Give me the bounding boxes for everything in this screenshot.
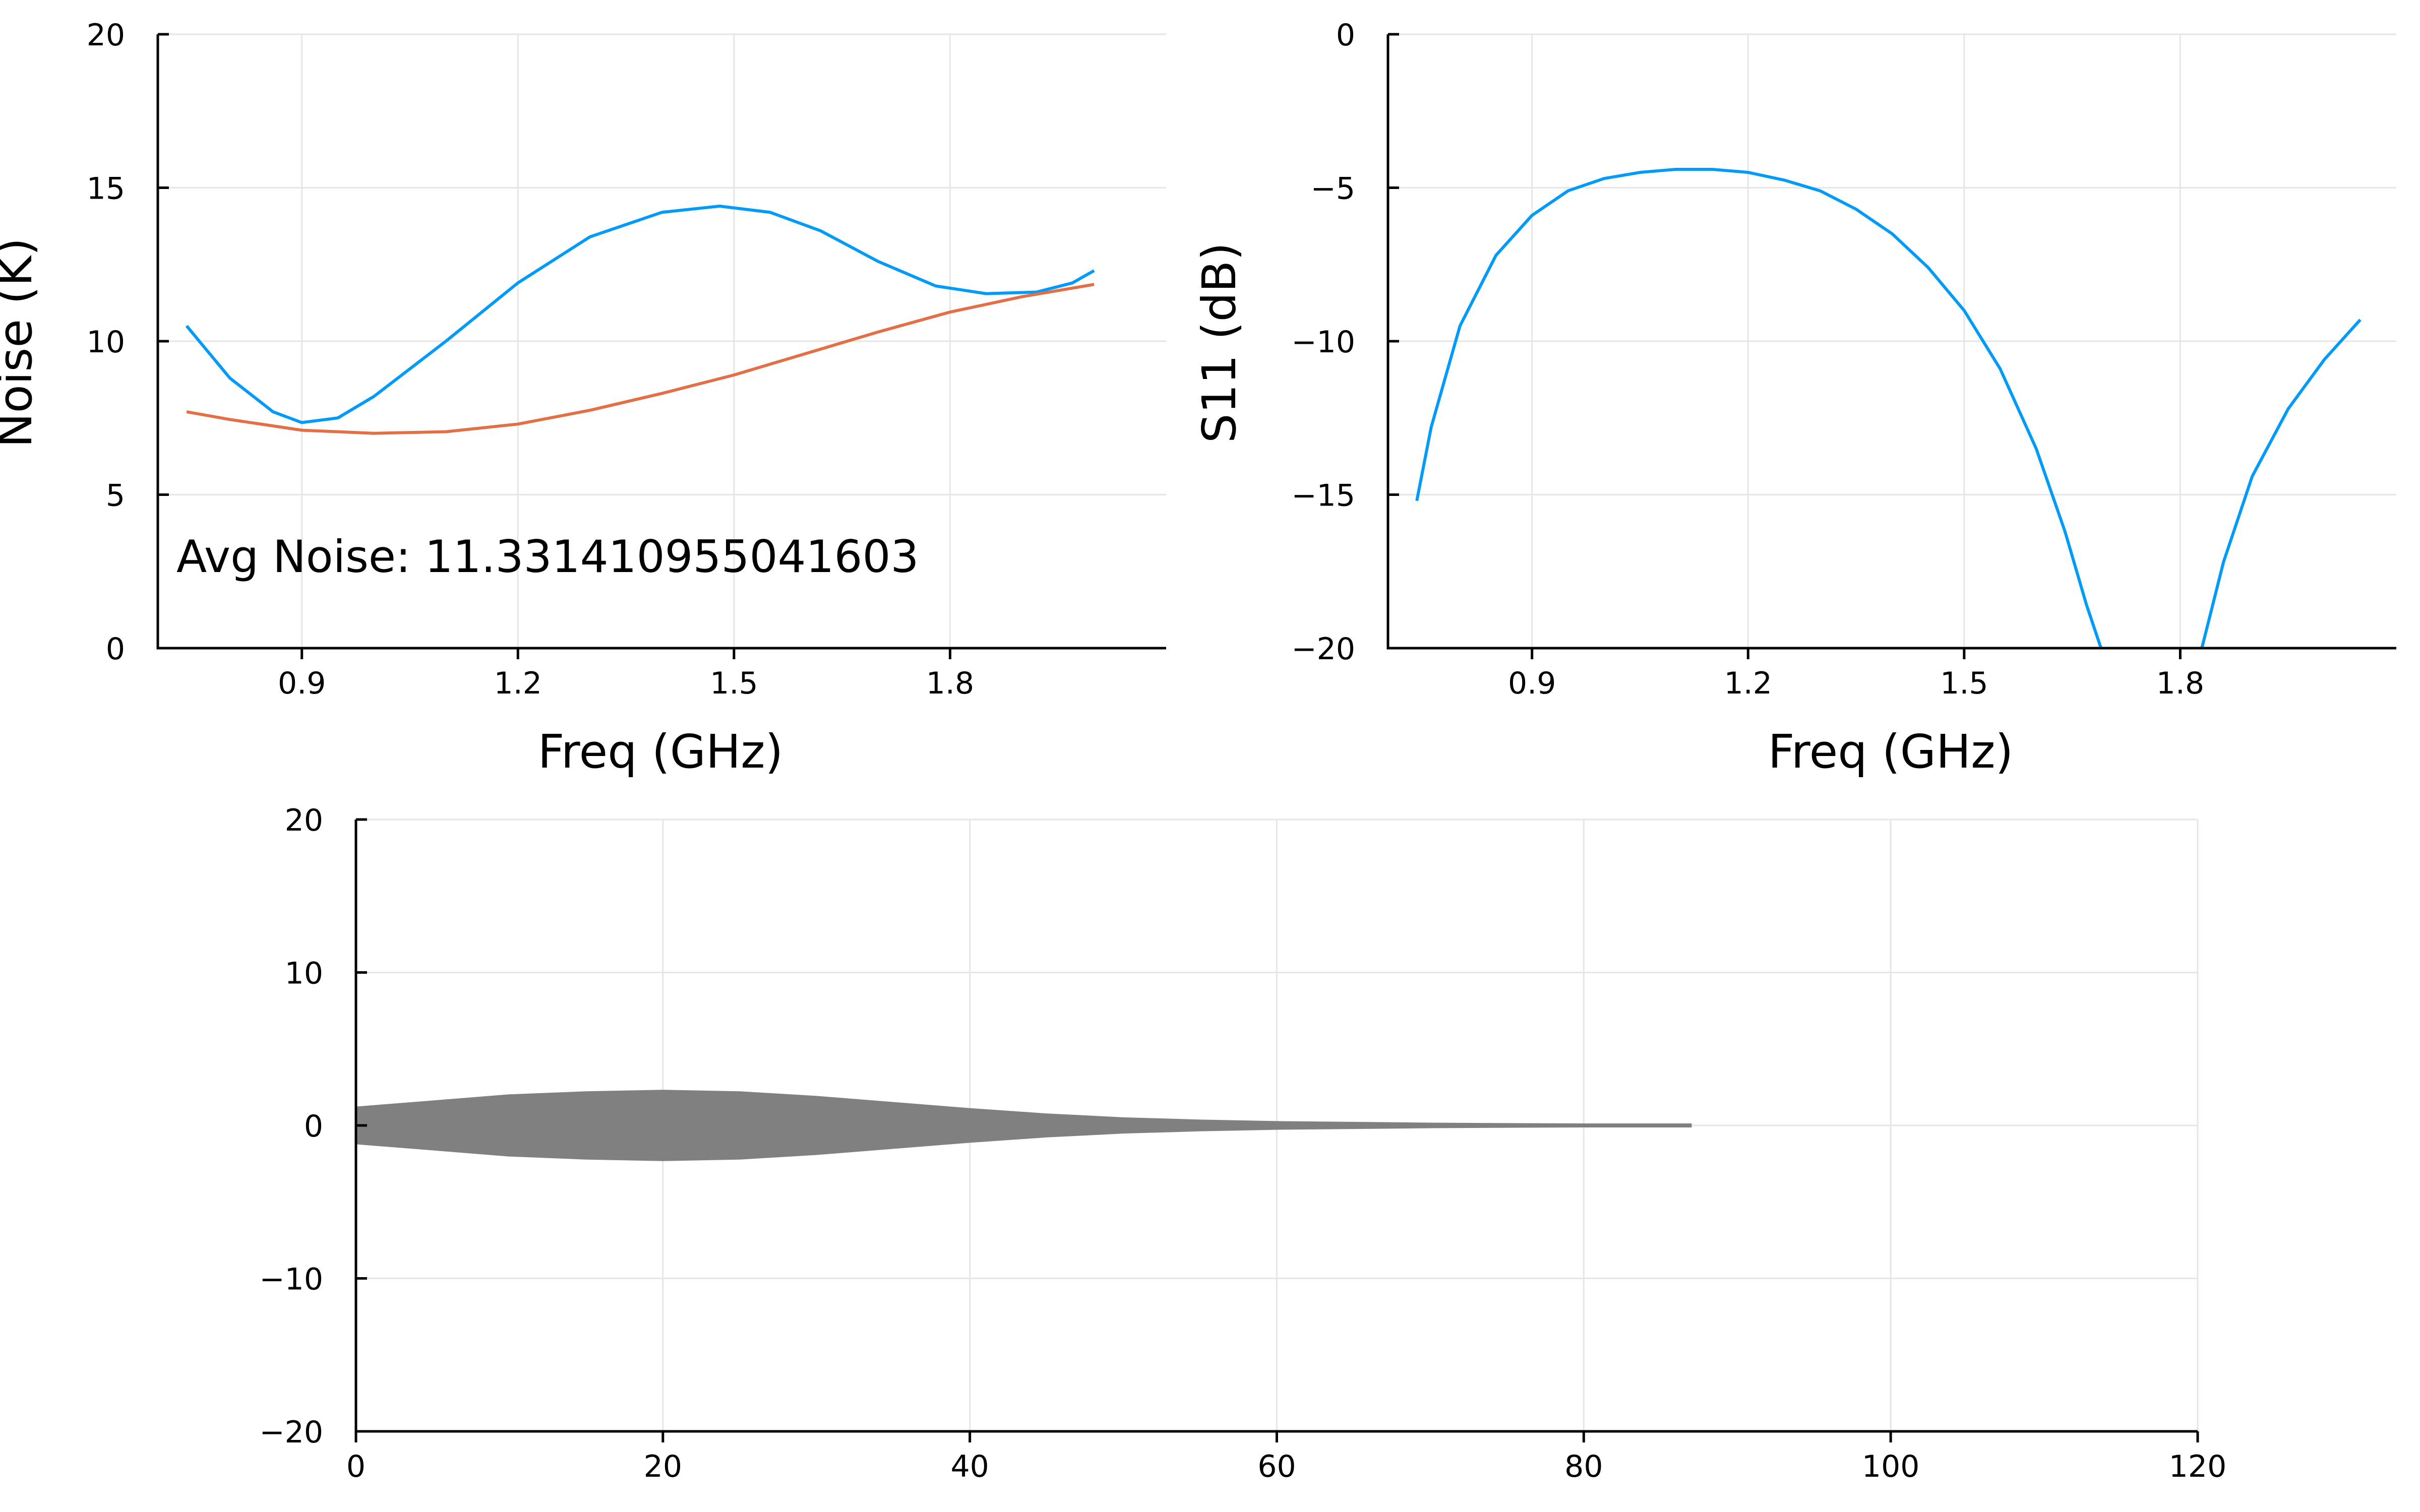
y-tick-label: −5 — [1311, 171, 1355, 207]
noise-chart: 0.9 1.2 1.5 1.8 0 5 10 15 20 Avg Noise: 11.33141… — [0, 18, 1166, 779]
x-tick-label: 1.5 — [1940, 666, 1988, 701]
waveform-envelope — [355, 1090, 1692, 1161]
waveform-chart: 0 20 40 60 80 100 120 −20 −10 0 10 20 — [259, 803, 2226, 1484]
x-tick-label: 80 — [1564, 1449, 1603, 1484]
x-tick-label: 1.2 — [1724, 666, 1772, 701]
noise-y-axis-label: Noise (K) — [0, 238, 42, 448]
y-tick-label: 15 — [87, 171, 125, 207]
axis-spine — [354, 820, 2198, 1433]
x-tick-label: 1.5 — [710, 666, 758, 701]
x-tick-label: 0.9 — [278, 666, 326, 701]
y-tick-label: 20 — [87, 18, 125, 53]
x-tick-label: 100 — [1862, 1449, 1920, 1484]
y-tick-label: 0 — [304, 1109, 323, 1144]
y-tick-label: 10 — [87, 325, 125, 360]
x-tick-label: 40 — [950, 1449, 989, 1484]
y-tick-label: −10 — [1291, 325, 1355, 360]
axis-spine — [1386, 34, 2396, 650]
s11-y-axis-label: S11 (dB) — [1192, 242, 1246, 443]
x-tick-label: 60 — [1257, 1449, 1296, 1484]
y-tick-label: −10 — [259, 1262, 323, 1297]
series-line-1-0 — [186, 283, 1095, 435]
x-tick-label: 1.8 — [2156, 666, 2204, 701]
y-tick-label: 0 — [1336, 18, 1355, 53]
y-tick-label: 10 — [285, 956, 323, 991]
x-tick-label: 0 — [346, 1449, 366, 1484]
series-line-0-1 — [2200, 319, 2362, 649]
y-tick-label: 20 — [285, 803, 323, 838]
y-tick-label: −20 — [1291, 632, 1355, 667]
x-tick-label: 120 — [2169, 1449, 2227, 1484]
x-tick-label: 20 — [644, 1449, 682, 1484]
y-tick-label: 5 — [106, 478, 125, 514]
y-tick-label: −15 — [1291, 478, 1355, 514]
y-tick-label: 0 — [106, 632, 125, 667]
x-tick-label: 1.2 — [494, 666, 542, 701]
noise-x-axis-label: Freq (GHz) — [538, 725, 783, 779]
axis-spine — [156, 34, 1166, 650]
x-tick-label: 0.9 — [1508, 666, 1556, 701]
series-line-0-0 — [1415, 167, 2103, 649]
y-tick-label: −20 — [259, 1415, 323, 1450]
s11-x-axis-label: Freq (GHz) — [1768, 725, 2014, 779]
avg-noise-annotation: Avg Noise: 11.331410955041603 — [176, 531, 919, 583]
x-tick-label: 1.8 — [926, 666, 974, 701]
s11-chart: 0.9 1.2 1.5 1.8 −20 −15 −10 −5 0 Freq (GHz) S11 … — [1192, 18, 2396, 779]
series-line-0-0 — [185, 205, 1095, 424]
